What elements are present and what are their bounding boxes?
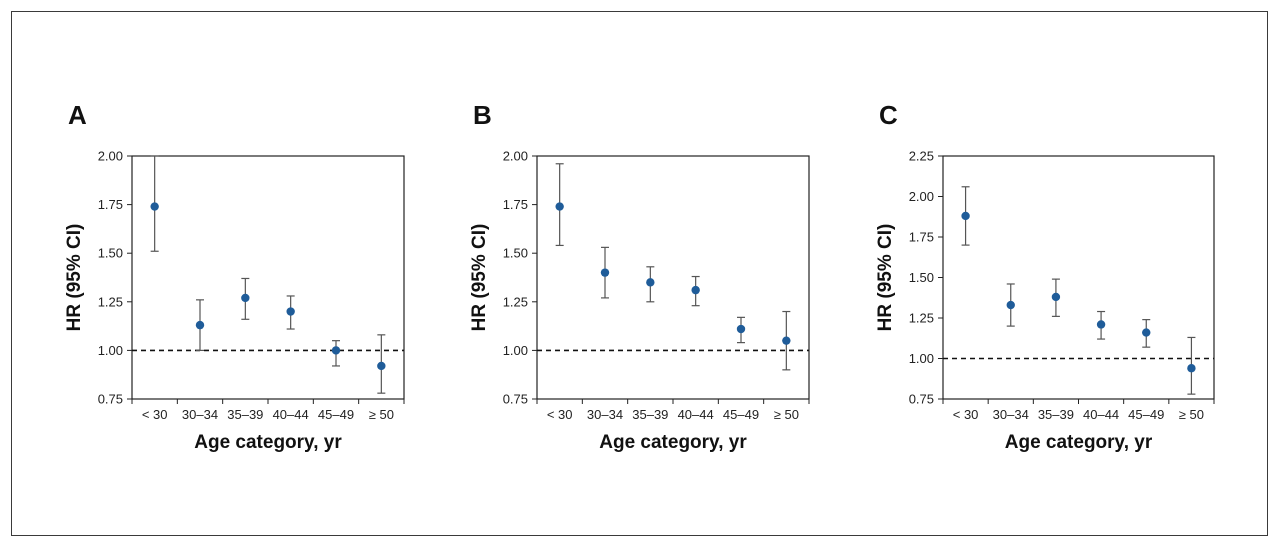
data-point xyxy=(1187,364,1196,373)
data-point xyxy=(736,324,746,334)
y-tick-label: 2.00 xyxy=(98,149,123,164)
x-tick-label: 40–44 xyxy=(273,407,309,422)
chart-panel-c: C 0.75 1.00 1.25 1.50 1.75 2.00 2.25 < 30 30–34 35… xyxy=(875,100,1215,453)
data-point xyxy=(1096,320,1106,329)
x-tick-label: 40–44 xyxy=(678,407,714,422)
y-tick-label: 1.75 xyxy=(503,197,528,212)
y-tick-label: 0.75 xyxy=(909,392,934,407)
y-tick-label: 0.75 xyxy=(503,392,528,407)
data-point xyxy=(1006,300,1015,310)
y-tick-label: 1.00 xyxy=(98,343,123,358)
x-tick-label: 35–39 xyxy=(227,407,263,422)
data-point xyxy=(691,285,700,295)
y-tick-label: 1.00 xyxy=(909,351,934,366)
data-point xyxy=(377,361,386,371)
x-tick-label: ≥ 50 xyxy=(774,407,799,422)
x-axis-title: Age category, yr xyxy=(599,432,747,453)
y-tick-label: 1.50 xyxy=(909,270,934,285)
y-axis-title: HR (95% CI) xyxy=(875,224,896,332)
y-tick-label: 1.50 xyxy=(503,246,528,261)
x-tick-label: 35–39 xyxy=(1038,407,1074,422)
x-axis-title: Age category, yr xyxy=(1005,432,1153,453)
y-tick-label: 1.50 xyxy=(98,246,123,261)
x-tick-label: ≥ 50 xyxy=(369,407,394,422)
y-tick-label: 1.25 xyxy=(909,311,934,326)
x-tick-label: 30–34 xyxy=(993,407,1029,422)
chart-panel-b: B 0.75 1.00 1.25 1.50 1.75 2.00 < 30 30–34 35–39 4… xyxy=(469,100,810,453)
y-tick-label: 2.25 xyxy=(909,149,934,164)
y-tick-label: 1.00 xyxy=(503,343,528,358)
chart-panel-a: A 0.75 1.00 1.25 1.50 1.75 2.00 < 30 30–34 35–39 4… xyxy=(64,100,405,453)
x-tick-label: 30–34 xyxy=(182,407,218,422)
data-point xyxy=(600,268,610,277)
x-tick-label: < 30 xyxy=(142,407,168,422)
data-point xyxy=(195,320,205,330)
figure-frame xyxy=(11,11,1268,536)
x-tick-label: 40–44 xyxy=(1083,407,1119,422)
data-point xyxy=(331,346,341,355)
x-axis-title: Age category, yr xyxy=(194,432,342,453)
data-point xyxy=(646,278,655,287)
panel-letter: C xyxy=(879,100,898,130)
data-point xyxy=(1051,292,1061,302)
data-point xyxy=(286,307,295,316)
x-tick-label: 45–49 xyxy=(1128,407,1164,422)
data-point xyxy=(150,202,159,211)
data-point xyxy=(241,293,250,303)
panel-letter: A xyxy=(68,100,87,130)
x-tick-label: 45–49 xyxy=(318,407,354,422)
x-tick-label: 45–49 xyxy=(723,407,759,422)
y-axis-title: HR (95% CI) xyxy=(469,224,490,332)
panel-letter: B xyxy=(473,100,492,130)
y-tick-label: 0.75 xyxy=(98,392,123,407)
x-tick-label: 35–39 xyxy=(632,407,668,422)
data-point xyxy=(555,202,564,211)
y-tick-label: 1.75 xyxy=(909,230,934,245)
y-tick-label: 2.00 xyxy=(909,189,934,204)
y-tick-label: 1.25 xyxy=(503,294,528,309)
x-tick-label: 30–34 xyxy=(587,407,623,422)
y-tick-label: 2.00 xyxy=(503,149,528,164)
plot-area xyxy=(536,155,810,400)
y-axis-title: HR (95% CI) xyxy=(64,224,85,332)
y-tick-label: 1.25 xyxy=(98,294,123,309)
plot-area xyxy=(942,155,1215,400)
y-tick-label: 1.75 xyxy=(98,197,123,212)
plot-area xyxy=(131,155,405,400)
x-tick-label: < 30 xyxy=(953,407,979,422)
x-tick-label: ≥ 50 xyxy=(1179,407,1204,422)
x-tick-label: < 30 xyxy=(547,407,573,422)
data-point xyxy=(961,211,970,221)
data-point xyxy=(1142,328,1151,337)
data-point xyxy=(782,336,791,345)
